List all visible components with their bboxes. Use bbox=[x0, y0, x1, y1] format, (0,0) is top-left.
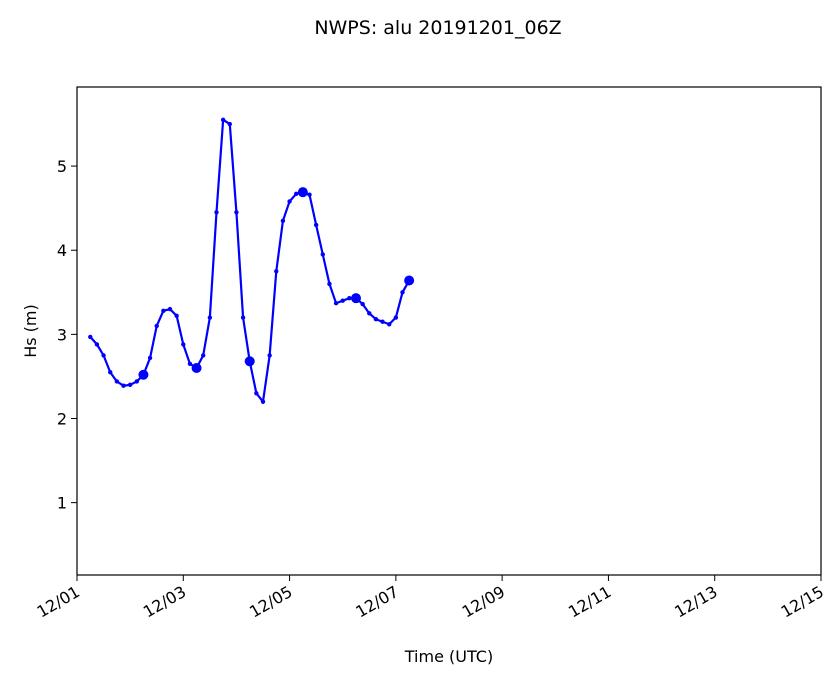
point bbox=[134, 379, 139, 384]
plot-frame bbox=[76, 86, 822, 576]
point bbox=[207, 315, 213, 320]
y-axis-label: Hs (m) bbox=[21, 304, 40, 358]
point bbox=[191, 363, 202, 374]
point bbox=[254, 391, 259, 396]
point bbox=[154, 323, 159, 329]
point bbox=[101, 353, 106, 358]
point bbox=[367, 311, 372, 316]
point bbox=[114, 379, 120, 384]
point bbox=[360, 301, 365, 307]
point bbox=[373, 317, 379, 322]
point bbox=[307, 192, 312, 197]
point bbox=[274, 269, 279, 274]
point bbox=[320, 252, 325, 257]
point bbox=[297, 187, 308, 198]
point bbox=[380, 319, 385, 324]
point bbox=[393, 315, 399, 320]
y-tick-label: 2 bbox=[57, 410, 67, 429]
point bbox=[387, 322, 392, 327]
x-tick-label: 12/03 bbox=[140, 582, 189, 622]
point bbox=[167, 306, 173, 312]
point bbox=[121, 383, 126, 388]
point bbox=[340, 298, 345, 303]
point bbox=[220, 117, 226, 123]
point bbox=[333, 301, 339, 306]
point bbox=[313, 222, 319, 228]
point bbox=[347, 295, 352, 301]
point bbox=[280, 218, 286, 223]
point bbox=[227, 121, 232, 127]
point bbox=[404, 275, 415, 286]
point bbox=[88, 334, 93, 340]
y-tick-label: 4 bbox=[57, 241, 67, 260]
point bbox=[138, 369, 149, 380]
x-tick-label: 12/07 bbox=[352, 582, 401, 622]
point bbox=[187, 361, 193, 367]
x-tick-label: 12/01 bbox=[34, 582, 83, 622]
point bbox=[260, 399, 266, 404]
point bbox=[201, 353, 206, 358]
x-tick-label: 12/13 bbox=[671, 582, 720, 622]
point bbox=[127, 382, 133, 388]
point bbox=[147, 355, 153, 361]
point bbox=[327, 281, 332, 287]
point bbox=[174, 313, 179, 319]
point bbox=[181, 342, 186, 347]
point bbox=[287, 199, 292, 204]
y-tick-label: 1 bbox=[57, 494, 67, 513]
y-tick-label: 5 bbox=[57, 157, 67, 176]
point bbox=[234, 210, 239, 215]
point bbox=[294, 191, 299, 197]
x-tick-label: 12/11 bbox=[565, 582, 614, 622]
point bbox=[240, 315, 246, 320]
chart-title: NWPS: alu 20191201_06Z bbox=[314, 17, 561, 39]
point bbox=[267, 353, 272, 358]
x-tick-label: 12/05 bbox=[246, 582, 295, 622]
point bbox=[94, 342, 100, 347]
x-tick-label: 12/15 bbox=[778, 582, 827, 622]
point bbox=[214, 210, 219, 215]
x-tick-label: 12/09 bbox=[459, 582, 508, 622]
point bbox=[351, 293, 361, 304]
x-axis-label: Time (UTC) bbox=[404, 647, 493, 666]
point bbox=[108, 370, 113, 375]
point bbox=[400, 290, 405, 295]
point bbox=[244, 356, 255, 367]
point bbox=[161, 308, 166, 314]
y-tick-label: 3 bbox=[57, 325, 67, 344]
